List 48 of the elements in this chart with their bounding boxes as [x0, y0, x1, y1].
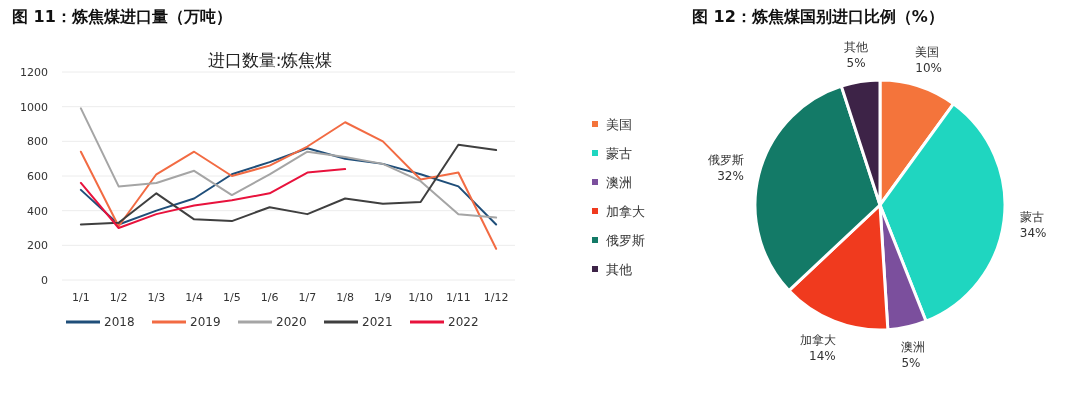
x-tick-label: 1/9 — [374, 291, 392, 304]
line-series — [79, 168, 347, 229]
x-tick-label: 1/12 — [483, 291, 509, 304]
x-tick-label: 1/2 — [109, 291, 128, 304]
slice-label: 加拿大 — [799, 333, 836, 348]
x-tick-label: 1/4 — [185, 291, 203, 304]
slice-label: 蒙古 — [1019, 210, 1044, 225]
line-series — [79, 107, 498, 219]
chart-title: 图 12：炼焦煤国别进口比例（%） — [692, 7, 944, 26]
legend-label: 2019 — [190, 315, 221, 329]
x-tick-label: 1/10 — [408, 291, 433, 304]
chart-title: 图 11：炼焦煤进口量（万吨） — [12, 7, 232, 26]
data-label: 34% — [1019, 226, 1047, 241]
y-tick-label: 0 — [41, 274, 48, 287]
x-tick-label: 1/7 — [298, 291, 317, 304]
data-label: 5% — [846, 55, 866, 70]
y-tick-label: 600 — [27, 170, 48, 183]
x-tick-label: 1/8 — [336, 291, 354, 304]
legend-label: 澳洲 — [606, 175, 632, 190]
legend-label: 美国 — [606, 117, 632, 132]
slice-label: 美国 — [915, 45, 940, 60]
legend-label: 2022 — [448, 315, 479, 329]
x-tick-label: 1/1 — [72, 291, 90, 304]
line-series — [79, 121, 498, 250]
x-tick-label: 1/3 — [147, 291, 166, 304]
y-tick-label: 1000 — [20, 100, 48, 114]
legend-label: 2021 — [362, 315, 393, 329]
legend-label: 2020 — [276, 315, 307, 329]
legend-label: 加拿大 — [606, 204, 645, 219]
data-label: 5% — [901, 356, 921, 371]
legend-label: 其他 — [606, 262, 632, 277]
slice-label: 澳洲 — [901, 340, 926, 355]
y-tick-label: 800 — [27, 135, 48, 149]
x-tick-label: 1/6 — [260, 291, 279, 304]
slice-label: 俄罗斯 — [707, 152, 744, 167]
y-tick-label: 400 — [27, 204, 48, 218]
data-label: 10% — [915, 61, 942, 76]
x-tick-label: 1/5 — [223, 291, 241, 304]
data-label: 32% — [717, 168, 744, 183]
y-tick-label: 1200 — [20, 66, 48, 79]
legend-label: 蒙古 — [606, 146, 632, 161]
x-tick-label: 1/11 — [446, 291, 471, 304]
chart-subtitle: 进口数量:炼焦煤 — [207, 50, 333, 70]
legend-label: 俄罗斯 — [606, 233, 645, 248]
data-label: 14% — [809, 349, 836, 364]
legend-label: 2018 — [104, 315, 135, 329]
y-tick-label: 200 — [27, 239, 48, 253]
slice-label: 其他 — [844, 39, 869, 54]
